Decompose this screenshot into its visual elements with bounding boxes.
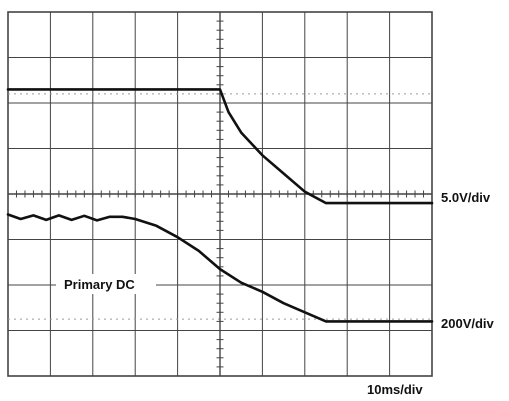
trace-1-line <box>6 88 434 205</box>
time-scale-label: 10ms/div <box>367 382 423 397</box>
trace-layer <box>6 88 434 323</box>
trace1-scale-label: 5.0V/div <box>441 190 491 205</box>
primary-dc-label-background <box>56 274 156 294</box>
primary-dc-label: Primary DC <box>64 277 135 292</box>
trace2-scale-label: 200V/div <box>441 316 495 331</box>
trace-2-line <box>6 213 434 323</box>
label-layer: Primary DC 5.0V/div 200V/div 10ms/div <box>56 190 495 397</box>
